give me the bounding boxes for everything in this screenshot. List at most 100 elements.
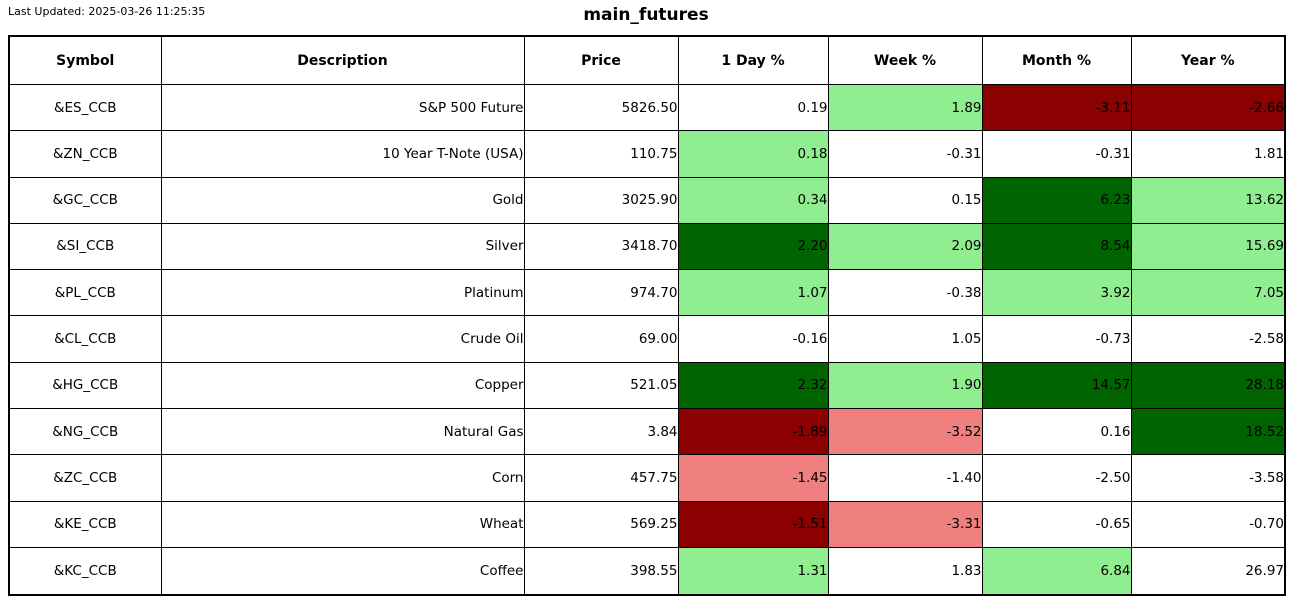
symbol-cell: &ZN_CCB: [8, 130, 162, 178]
year-pct-cell: 28.18: [1130, 361, 1286, 409]
year-pct-cell: -2.66: [1130, 83, 1286, 132]
top-bar: Last Updated: 2025-03-26 11:25:35 main_f…: [0, 0, 1292, 35]
description-cell: Crude Oil: [160, 315, 525, 363]
price-cell: 110.75: [523, 130, 679, 178]
year-pct-cell: 1.81: [1130, 130, 1286, 178]
day-pct-cell: -1.45: [677, 454, 829, 502]
week-pct-cell: 0.15: [827, 176, 983, 224]
day-pct-cell: -1.89: [677, 407, 829, 456]
column-header-month-pct: Month %: [981, 35, 1132, 85]
day-pct-cell: 2.20: [677, 222, 829, 271]
column-header-description: Description: [160, 35, 525, 85]
page-title: main_futures: [583, 5, 709, 25]
month-pct-cell: -0.73: [981, 315, 1132, 363]
price-cell: 521.05: [523, 361, 679, 409]
description-cell: 10 Year T-Note (USA): [160, 130, 525, 178]
week-pct-cell: 1.83: [827, 546, 983, 596]
column-header-symbol: Symbol: [8, 35, 162, 85]
week-pct-cell: 1.89: [827, 83, 983, 132]
table-row: &CL_CCB Crude Oil 69.00 -0.16 1.05 -0.73…: [8, 315, 1286, 363]
column-header-1day-pct: 1 Day %: [677, 35, 829, 85]
month-pct-cell: -2.50: [981, 454, 1132, 502]
year-pct-cell: 18.52: [1130, 407, 1286, 456]
price-cell: 398.55: [523, 546, 679, 596]
day-pct-cell: 0.34: [677, 176, 829, 224]
table-row: &PL_CCB Platinum 974.70 1.07 -0.38 3.92 …: [8, 269, 1286, 317]
day-pct-cell: 1.07: [677, 269, 829, 317]
month-pct-cell: 6.23: [981, 176, 1132, 224]
week-pct-cell: -3.31: [827, 500, 983, 548]
month-pct-cell: 14.57: [981, 361, 1132, 409]
month-pct-cell: 3.92: [981, 269, 1132, 317]
day-pct-cell: 0.19: [677, 83, 829, 132]
month-pct-cell: -3.11: [981, 83, 1132, 132]
week-pct-cell: -3.52: [827, 407, 983, 456]
week-pct-cell: -0.38: [827, 269, 983, 317]
table-row: &ZC_CCB Corn 457.75 -1.45 -1.40 -2.50 -3…: [8, 454, 1286, 502]
symbol-cell: &ZC_CCB: [8, 454, 162, 502]
price-cell: 569.25: [523, 500, 679, 548]
month-pct-cell: -0.31: [981, 130, 1132, 178]
symbol-cell: &KE_CCB: [8, 500, 162, 548]
week-pct-cell: 1.90: [827, 361, 983, 409]
table-row: &HG_CCB Copper 521.05 2.32 1.90 14.57 28…: [8, 361, 1286, 409]
futures-table: Symbol Description Price 1 Day % Week % …: [8, 35, 1286, 596]
table-row: &NG_CCB Natural Gas 3.84 -1.89 -3.52 0.1…: [8, 407, 1286, 456]
price-cell: 3025.90: [523, 176, 679, 224]
week-pct-cell: -0.31: [827, 130, 983, 178]
table-header-row: Symbol Description Price 1 Day % Week % …: [8, 35, 1286, 85]
month-pct-cell: -0.65: [981, 500, 1132, 548]
description-cell: Silver: [160, 222, 525, 271]
symbol-cell: &ES_CCB: [8, 83, 162, 132]
price-cell: 69.00: [523, 315, 679, 363]
week-pct-cell: 2.09: [827, 222, 983, 271]
description-cell: Corn: [160, 454, 525, 502]
table-row: &ES_CCB S&P 500 Future 5826.50 0.19 1.89…: [8, 83, 1286, 132]
price-cell: 457.75: [523, 454, 679, 502]
year-pct-cell: -3.58: [1130, 454, 1286, 502]
year-pct-cell: 15.69: [1130, 222, 1286, 271]
year-pct-cell: 26.97: [1130, 546, 1286, 596]
symbol-cell: &GC_CCB: [8, 176, 162, 224]
week-pct-cell: 1.05: [827, 315, 983, 363]
symbol-cell: &KC_CCB: [8, 546, 162, 596]
column-header-price: Price: [523, 35, 679, 85]
table-row: &SI_CCB Silver 3418.70 2.20 2.09 8.54 15…: [8, 222, 1286, 271]
day-pct-cell: 2.32: [677, 361, 829, 409]
month-pct-cell: 8.54: [981, 222, 1132, 271]
table-row: &ZN_CCB 10 Year T-Note (USA) 110.75 0.18…: [8, 130, 1286, 178]
price-cell: 5826.50: [523, 83, 679, 132]
description-cell: Copper: [160, 361, 525, 409]
table-row: &GC_CCB Gold 3025.90 0.34 0.15 6.23 13.6…: [8, 176, 1286, 224]
symbol-cell: &HG_CCB: [8, 361, 162, 409]
table-row: &KE_CCB Wheat 569.25 -1.51 -3.31 -0.65 -…: [8, 500, 1286, 548]
table-body: &ES_CCB S&P 500 Future 5826.50 0.19 1.89…: [8, 83, 1286, 596]
year-pct-cell: -2.58: [1130, 315, 1286, 363]
day-pct-cell: 0.18: [677, 130, 829, 178]
description-cell: Natural Gas: [160, 407, 525, 456]
description-cell: S&P 500 Future: [160, 83, 525, 132]
symbol-cell: &NG_CCB: [8, 407, 162, 456]
price-cell: 3418.70: [523, 222, 679, 271]
year-pct-cell: -0.70: [1130, 500, 1286, 548]
description-cell: Platinum: [160, 269, 525, 317]
table-row: &KC_CCB Coffee 398.55 1.31 1.83 6.84 26.…: [8, 546, 1286, 596]
day-pct-cell: -1.51: [677, 500, 829, 548]
column-header-year-pct: Year %: [1130, 35, 1286, 85]
column-header-week-pct: Week %: [827, 35, 983, 85]
description-cell: Wheat: [160, 500, 525, 548]
description-cell: Coffee: [160, 546, 525, 596]
symbol-cell: &CL_CCB: [8, 315, 162, 363]
month-pct-cell: 0.16: [981, 407, 1132, 456]
week-pct-cell: -1.40: [827, 454, 983, 502]
symbol-cell: &PL_CCB: [8, 269, 162, 317]
day-pct-cell: -0.16: [677, 315, 829, 363]
year-pct-cell: 13.62: [1130, 176, 1286, 224]
symbol-cell: &SI_CCB: [8, 222, 162, 271]
description-cell: Gold: [160, 176, 525, 224]
price-cell: 3.84: [523, 407, 679, 456]
last-updated-text: Last Updated: 2025-03-26 11:25:35: [8, 5, 206, 18]
year-pct-cell: 7.05: [1130, 269, 1286, 317]
price-cell: 974.70: [523, 269, 679, 317]
